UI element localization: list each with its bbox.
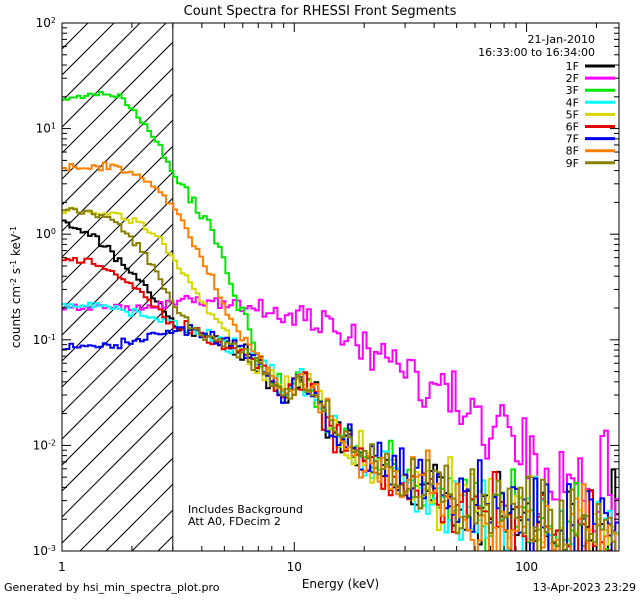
legend-label-3f: 3F	[566, 84, 579, 97]
legend-label-1f: 1F	[566, 60, 579, 73]
x-tick-label-100: 100	[515, 560, 538, 574]
annotation-attenuator: Att A0, FDecim 2	[188, 515, 281, 528]
spectrum-curve-5f	[62, 206, 619, 551]
plot-frame	[61, 22, 620, 552]
y-tick-label-0: 102	[36, 16, 56, 30]
legend-item-4f[interactable]: 4F	[566, 96, 615, 109]
legend-label-7f: 7F	[566, 133, 579, 146]
legend-item-2f[interactable]: 2F	[566, 72, 615, 85]
legend-item-7f[interactable]: 7F	[566, 133, 615, 146]
legend-label-8f: 8F	[566, 145, 579, 158]
page-title: Count Spectra for RHESSI Front Segments	[184, 4, 457, 19]
y-axis: 102 101 100 10-1 10-2 10-3	[33, 16, 619, 558]
observation-time-range: 16:33:00 to 16:34:00	[478, 46, 595, 59]
y-axis-label: counts cm-2 s-1 keV-1	[9, 226, 23, 348]
legend-item-6f[interactable]: 6F	[566, 121, 615, 134]
legend-label-5f: 5F	[566, 108, 579, 121]
spectrum-curve-2f	[62, 294, 619, 533]
legend-label-9f: 9F	[566, 157, 579, 170]
x-tick-label-1: 1	[58, 560, 66, 574]
legend-item-9f[interactable]: 9F	[566, 157, 615, 170]
spectrum-curve-9f	[62, 207, 617, 551]
legend-item-5f[interactable]: 5F	[566, 108, 615, 121]
legend-label-2f: 2F	[566, 72, 579, 85]
legend-item-3f[interactable]: 3F	[566, 84, 615, 97]
x-axis-label: Energy (keV)	[302, 577, 379, 591]
legend-label-4f: 4F	[566, 96, 579, 109]
spectrum-curve-6f	[62, 257, 613, 551]
legend-label-6f: 6F	[566, 121, 579, 134]
legend-item-1f[interactable]: 1F	[566, 60, 615, 73]
x-axis: 1 10 100	[58, 23, 597, 574]
footer-timestamp: 13-Apr-2023 23:29	[533, 581, 636, 594]
spectra-curves	[62, 91, 619, 551]
y-tick-label-5: 10-3	[33, 544, 56, 558]
y-tick-label-4: 10-2	[33, 438, 56, 452]
y-tick-label-3: 10-1	[33, 333, 56, 347]
footer-generator: Generated by hsi_min_spectra_plot.pro	[4, 581, 220, 594]
x-tick-label-10: 10	[287, 560, 302, 574]
y-tick-label-1: 101	[36, 122, 56, 136]
y-tick-label-2: 100	[36, 227, 56, 241]
spectrum-curve-1f	[62, 219, 619, 551]
annotation-background: Includes Background	[188, 503, 303, 516]
observation-date: 21-Jan-2010	[528, 33, 596, 46]
legend-item-8f[interactable]: 8F	[566, 145, 615, 158]
